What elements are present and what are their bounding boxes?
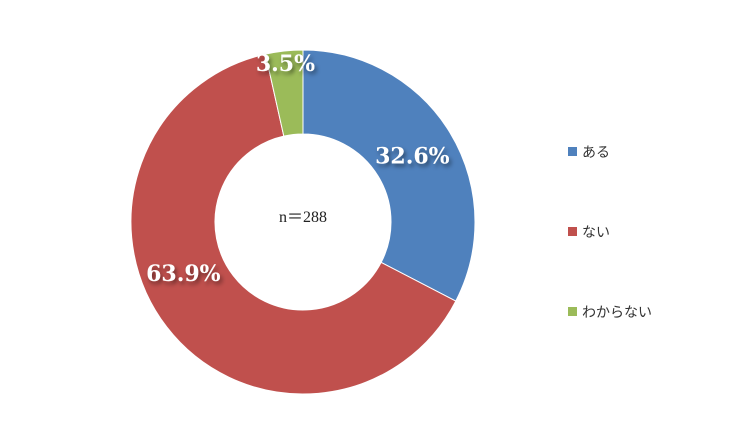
legend-label-3: わからない bbox=[582, 305, 652, 321]
legend-swatch-2 bbox=[568, 227, 577, 236]
legend-label-2: ない bbox=[582, 225, 610, 241]
center-sample-size-label: n＝288 bbox=[279, 209, 327, 226]
data-labels-group: 32.6% 63.9% 3.5% bbox=[146, 51, 450, 287]
slice-2 bbox=[130, 53, 457, 395]
legend-swatch-3 bbox=[568, 307, 577, 316]
data-label-2: 63.9% bbox=[146, 261, 221, 287]
data-label-3: 3.5% bbox=[256, 51, 315, 77]
slice-1 bbox=[302, 49, 476, 302]
legend-label-1: ある bbox=[582, 145, 610, 161]
data-label-1: 32.6% bbox=[375, 143, 450, 169]
legend-swatch-1 bbox=[568, 147, 577, 156]
slices-group bbox=[130, 49, 476, 395]
slice-3 bbox=[264, 49, 304, 137]
